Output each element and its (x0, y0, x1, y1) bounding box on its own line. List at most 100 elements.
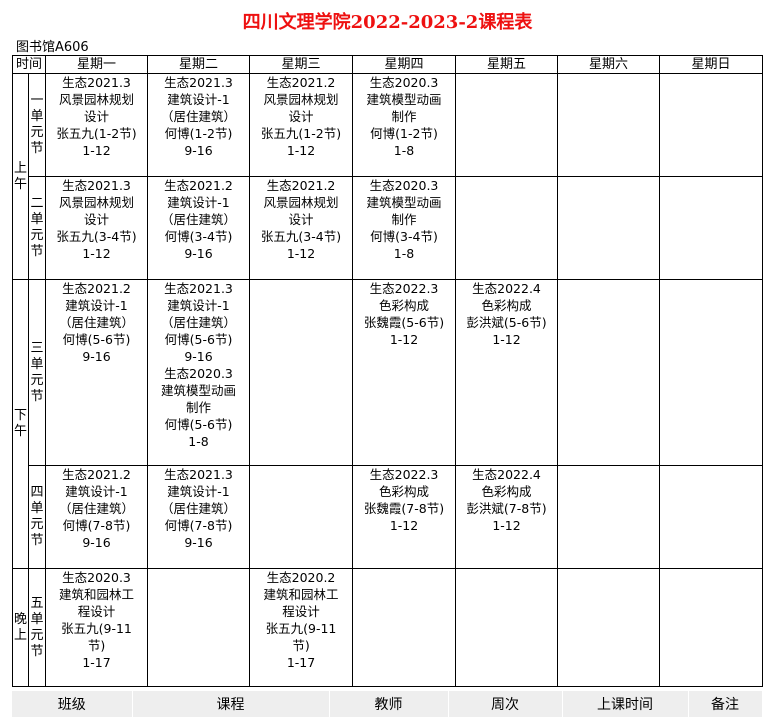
course-cell[interactable]: 生态2021.2 建筑设计-1 （居住建筑） 何博(3-4节) 9-16 (147, 176, 251, 280)
course-line: 建筑设计-1 (167, 298, 230, 313)
slot-label: 二单元节 (27, 176, 47, 280)
course-line: 风景园林规划 (59, 92, 135, 107)
legend-item: 教师 (329, 691, 449, 717)
day-header: 星期五 (455, 55, 559, 74)
course-line: 制作 (391, 109, 417, 124)
timetable-row: 晚上 五单元节 生态2020.3 建筑和园林工 程设计 张五九(9-11 节) 1-17 生态2… (12, 568, 764, 687)
course-line: 风景园林规划 (263, 195, 339, 210)
course-cell[interactable]: 生态2021.3 建筑设计-1 （居住建筑） 何博(1-2节) 9-16 (147, 73, 251, 177)
empty-cell (659, 73, 764, 177)
legend-item: 备注 (688, 691, 763, 717)
course-line: 程设计 (282, 604, 320, 619)
empty-cell (557, 465, 661, 569)
course-line: 张魏霞(7-8节) (363, 501, 445, 516)
course-line: 程设计 (77, 604, 116, 619)
course-cell[interactable]: 生态2021.3 风景园林规划 设计 张五九(3-4节) 1-12 (45, 176, 149, 280)
course-cell[interactable]: 生态2022.4 色彩构成 彭洪斌(7-8节) 1-12 (455, 465, 559, 569)
course-line: 1-8 (393, 143, 415, 158)
course-line: 1-17 (82, 655, 111, 670)
course-line: 1-12 (492, 332, 521, 347)
course-line: 建筑模型动画 (366, 92, 442, 107)
course-line: 9-16 (184, 535, 213, 550)
course-line: 设计 (84, 109, 110, 124)
course-cell[interactable]: 生态2021.2 建筑设计-1 （居住建筑） 何博(5-6节) 9-16 (45, 279, 149, 466)
empty-cell (557, 73, 661, 177)
course-line: 9-16 (82, 535, 111, 550)
course-line: 张五九(3-4节) (260, 229, 342, 244)
period-label-text: 下午 (13, 408, 27, 439)
course-line: （居住建筑） (161, 315, 237, 330)
course-line: 张五九(1-2节) (260, 126, 342, 141)
day-header: 星期四 (352, 55, 457, 74)
course-line: 1-17 (286, 655, 316, 670)
course-line: 张五九(3-4节) (56, 229, 137, 244)
course-line: 生态2020.3 (369, 75, 439, 90)
day-header: 星期日 (659, 55, 764, 74)
course-cell[interactable]: 生态2021.3 建筑设计-1 （居住建筑） 何博(5-6节) 9-16 生态2020.3… (147, 279, 251, 466)
slot-label: 一单元节 (27, 73, 47, 177)
course-line: 生态2020.3 (164, 366, 233, 381)
course-cell[interactable]: 生态2022.3 色彩构成 张魏霞(5-6节) 1-12 (352, 279, 457, 466)
course-line: 何博(3-4节) (164, 229, 233, 244)
course-line: 建筑模型动画 (366, 195, 442, 210)
legend-bar: 班级 课程 教师 周次 上课时间 备注 (12, 691, 763, 717)
course-line: （居住建筑） (59, 315, 135, 330)
empty-cell (455, 176, 559, 280)
course-line: 节) (87, 638, 106, 653)
empty-cell (659, 568, 764, 687)
empty-cell (249, 279, 354, 466)
course-line: 制作 (186, 400, 212, 415)
timetable-row: 上午 一单元节 生态2021.3 风景园林规划 设计 张五九(1-2节) 1-12 生态202… (12, 73, 764, 280)
course-line: 1-12 (389, 518, 419, 533)
day-header: 星期三 (249, 55, 354, 74)
legend-item: 课程 (132, 691, 330, 717)
legend-item: 上课时间 (562, 691, 689, 717)
course-line: （居住建筑） (59, 501, 135, 516)
course-line: 建筑设计-1 (167, 484, 230, 499)
course-line: 生态2022.3 (369, 281, 439, 296)
header-row: 时间 星期一 星期二 星期三 星期四 星期五 星期六 星期日 (11, 55, 764, 74)
course-line: 彭洪斌(7-8节) (466, 501, 547, 516)
course-line: 设计 (84, 212, 110, 227)
course-cell[interactable]: 生态2020.3 建筑模型动画 制作 何博(1-2节) 1-8 (352, 73, 457, 177)
course-line: （居住建筑） (161, 109, 237, 124)
room-label: 图书馆A606 (16, 40, 89, 55)
slot-label-text: 三单元节 (30, 340, 44, 404)
period-label-text: 上午 (13, 160, 27, 192)
course-line: 生态2021.3 (62, 178, 131, 193)
course-line: 色彩构成 (481, 484, 532, 499)
course-line: 生态2021.3 (164, 75, 233, 90)
period-label-text: 晚上 (13, 611, 27, 643)
course-cell[interactable]: 生态2021.2 建筑设计-1 （居住建筑） 何博(7-8节) 9-16 (45, 465, 149, 569)
course-cell[interactable]: 生态2022.4 色彩构成 彭洪斌(5-6节) 1-12 (455, 279, 559, 466)
empty-cell (659, 465, 764, 569)
course-cell[interactable]: 生态2021.2 风景园林规划 设计 张五九(1-2节) 1-12 (249, 73, 354, 177)
course-line: 何博(7-8节) (164, 518, 233, 533)
course-line: 1-12 (492, 518, 521, 533)
timetable-grid: 时间 星期一 星期二 星期三 星期四 星期五 星期六 星期日 上午 一单元节 生态2021.3 风… (11, 55, 764, 687)
course-line: 设计 (288, 212, 314, 227)
course-line: 张五九(9-11 (265, 621, 337, 636)
course-line: 1-12 (82, 246, 111, 261)
course-line: 建筑设计-1 (65, 298, 128, 313)
course-line: 生态2021.3 (62, 75, 131, 90)
empty-cell (455, 73, 559, 177)
course-cell[interactable]: 生态2020.2 建筑和园林工 程设计 张五九(9-11 节) 1-17 (249, 568, 354, 687)
course-cell[interactable]: 生态2022.3 色彩构成张魏霞(7-8节) 1-12 (352, 465, 457, 569)
course-line: 何博(1-2节) (164, 126, 233, 141)
course-cell[interactable]: 生态2021.2 风景园林规划 设计 张五九(3-4节) 1-12 (249, 176, 354, 280)
empty-cell (249, 465, 354, 569)
course-cell[interactable]: 生态2021.3 风景园林规划 设计 张五九(1-2节) 1-12 (45, 73, 149, 177)
empty-cell (352, 568, 457, 687)
course-line: 建筑设计-1 (167, 195, 230, 210)
course-line: 何博(5-6节) (62, 332, 131, 347)
course-cell[interactable]: 生态2020.3 建筑模型动画 制作 何博(3-4节) 1-8 (352, 176, 457, 280)
course-cell[interactable]: 生态2020.3 建筑和园林工 程设计 张五九(9-11 节) 1-17 (45, 568, 149, 687)
course-line: 生态2020.3 (62, 570, 131, 585)
course-line: 何博(5-6节) (164, 417, 233, 432)
timetable-row: 二单元节 生态2021.3 风景园林规划 设计 张五九(3-4节) 1-12 生态2021.… (13, 176, 764, 280)
course-cell[interactable]: 生态2021.3 建筑设计-1 （居住建筑） 何博(7-8节) 9-16 (147, 465, 251, 569)
course-line: 色彩构成 (379, 484, 430, 499)
course-line: 生态2022.3 (369, 467, 439, 482)
